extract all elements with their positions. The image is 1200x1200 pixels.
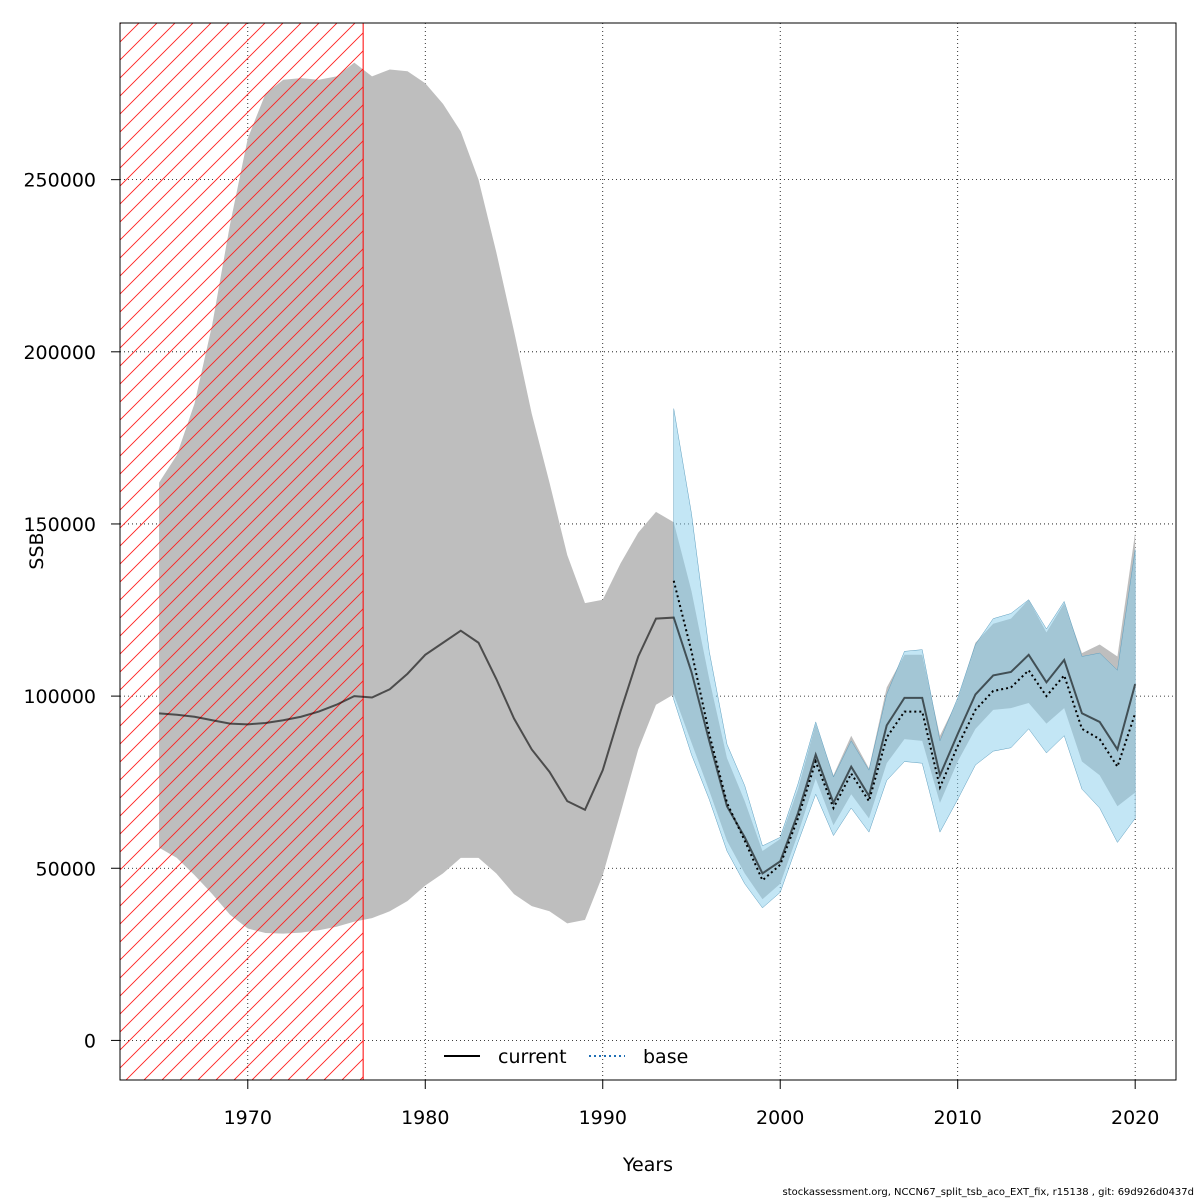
legend-label-current: current	[498, 1046, 567, 1068]
band-base	[673, 408, 1136, 909]
x-tick-label: 2010	[934, 1107, 982, 1129]
confidence-bands	[159, 62, 1136, 934]
y-tick-label: 50000	[36, 858, 96, 880]
x-tick-label: 1990	[579, 1107, 627, 1129]
line-current	[158, 616, 1137, 875]
y-tick-label: 0	[84, 1030, 96, 1052]
x-axis-title: Years	[622, 1154, 673, 1176]
y-tick-label: 150000	[23, 514, 96, 536]
x-tick-label: 2020	[1111, 1107, 1159, 1129]
plot-frame	[119, 22, 1177, 1081]
y-axis-title: SSB	[26, 532, 48, 569]
y-tick-label: 250000	[23, 170, 96, 192]
x-axis: 1970 1980 1990 2000 2010 2020	[224, 1080, 1159, 1129]
shaded-period	[119, 22, 364, 1081]
y-tick-label: 200000	[23, 342, 96, 364]
line-base	[672, 580, 1137, 882]
x-tick-label: 1970	[224, 1107, 272, 1129]
series-lines	[158, 580, 1137, 882]
footer-note: stockassessment.org, NCCN67_split_tsb_ac…	[782, 1187, 1194, 1198]
y-tick-label: 100000	[23, 686, 96, 708]
legend-label-base: base	[643, 1046, 688, 1068]
y-axis: 0 50000 100000 150000 200000 250000	[23, 170, 120, 1052]
hatched-period	[119, 22, 364, 1081]
x-tick-label: 2000	[756, 1107, 804, 1129]
legend: current base	[444, 1046, 688, 1068]
x-tick-label: 1980	[401, 1107, 449, 1129]
